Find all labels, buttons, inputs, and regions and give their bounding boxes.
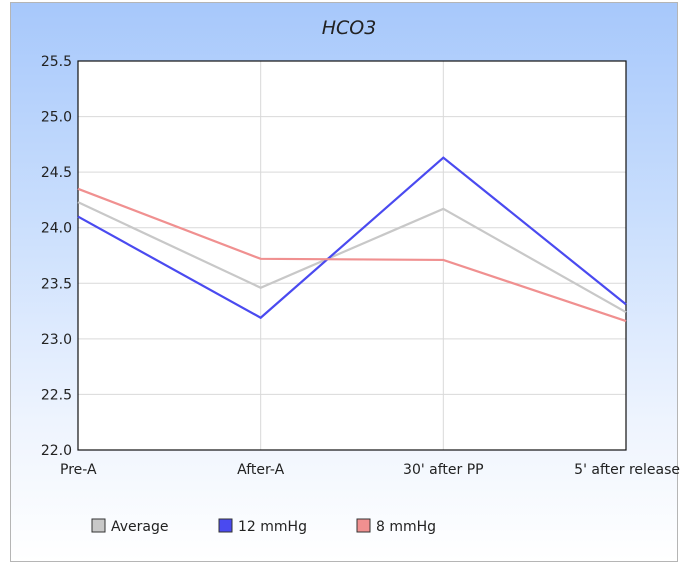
plot-border (77, 60, 627, 451)
y-tick-label: 24.5 (41, 165, 72, 181)
x-tick-label: 30' after PP (403, 462, 484, 478)
y-axis-tick-labels: 22.0 22.5 23.0 23.5 24.0 24.5 25.0 25.5 (41, 54, 72, 459)
x-tick-label: Pre-A (60, 462, 97, 478)
chart-title: HCO3 (322, 17, 377, 39)
legend-label: 8 mmHg (376, 519, 436, 535)
legend-label: 12 mmHg (238, 519, 307, 535)
plot-area (78, 61, 626, 450)
x-tick-label: After-A (237, 462, 284, 478)
legend-label: Average (111, 519, 169, 535)
legend-swatch (218, 518, 233, 533)
legend: Average 12 mmHg 8 mmHg (91, 518, 436, 535)
vertical-gridlines (260, 61, 444, 450)
y-tick-label: 23.0 (41, 332, 72, 348)
legend-swatch (91, 518, 106, 533)
y-tick-label: 22.0 (41, 443, 72, 459)
x-tick-label: 5' after release (574, 462, 680, 478)
series-line-12-mmhg (77, 156, 627, 320)
y-tick-label: 25.0 (41, 110, 72, 126)
y-tick-label: 23.5 (41, 276, 72, 292)
y-tick-label: 24.0 (41, 221, 72, 237)
series-line-8-mmhg (77, 187, 627, 323)
legend-swatch (356, 518, 371, 533)
x-axis-tick-labels: Pre-A After-A 30' after PP 5' after release (60, 462, 680, 478)
series-lines (77, 156, 627, 323)
series-line-average (77, 201, 627, 314)
y-tick-label: 25.5 (41, 54, 72, 70)
y-tick-label: 22.5 (41, 387, 72, 403)
